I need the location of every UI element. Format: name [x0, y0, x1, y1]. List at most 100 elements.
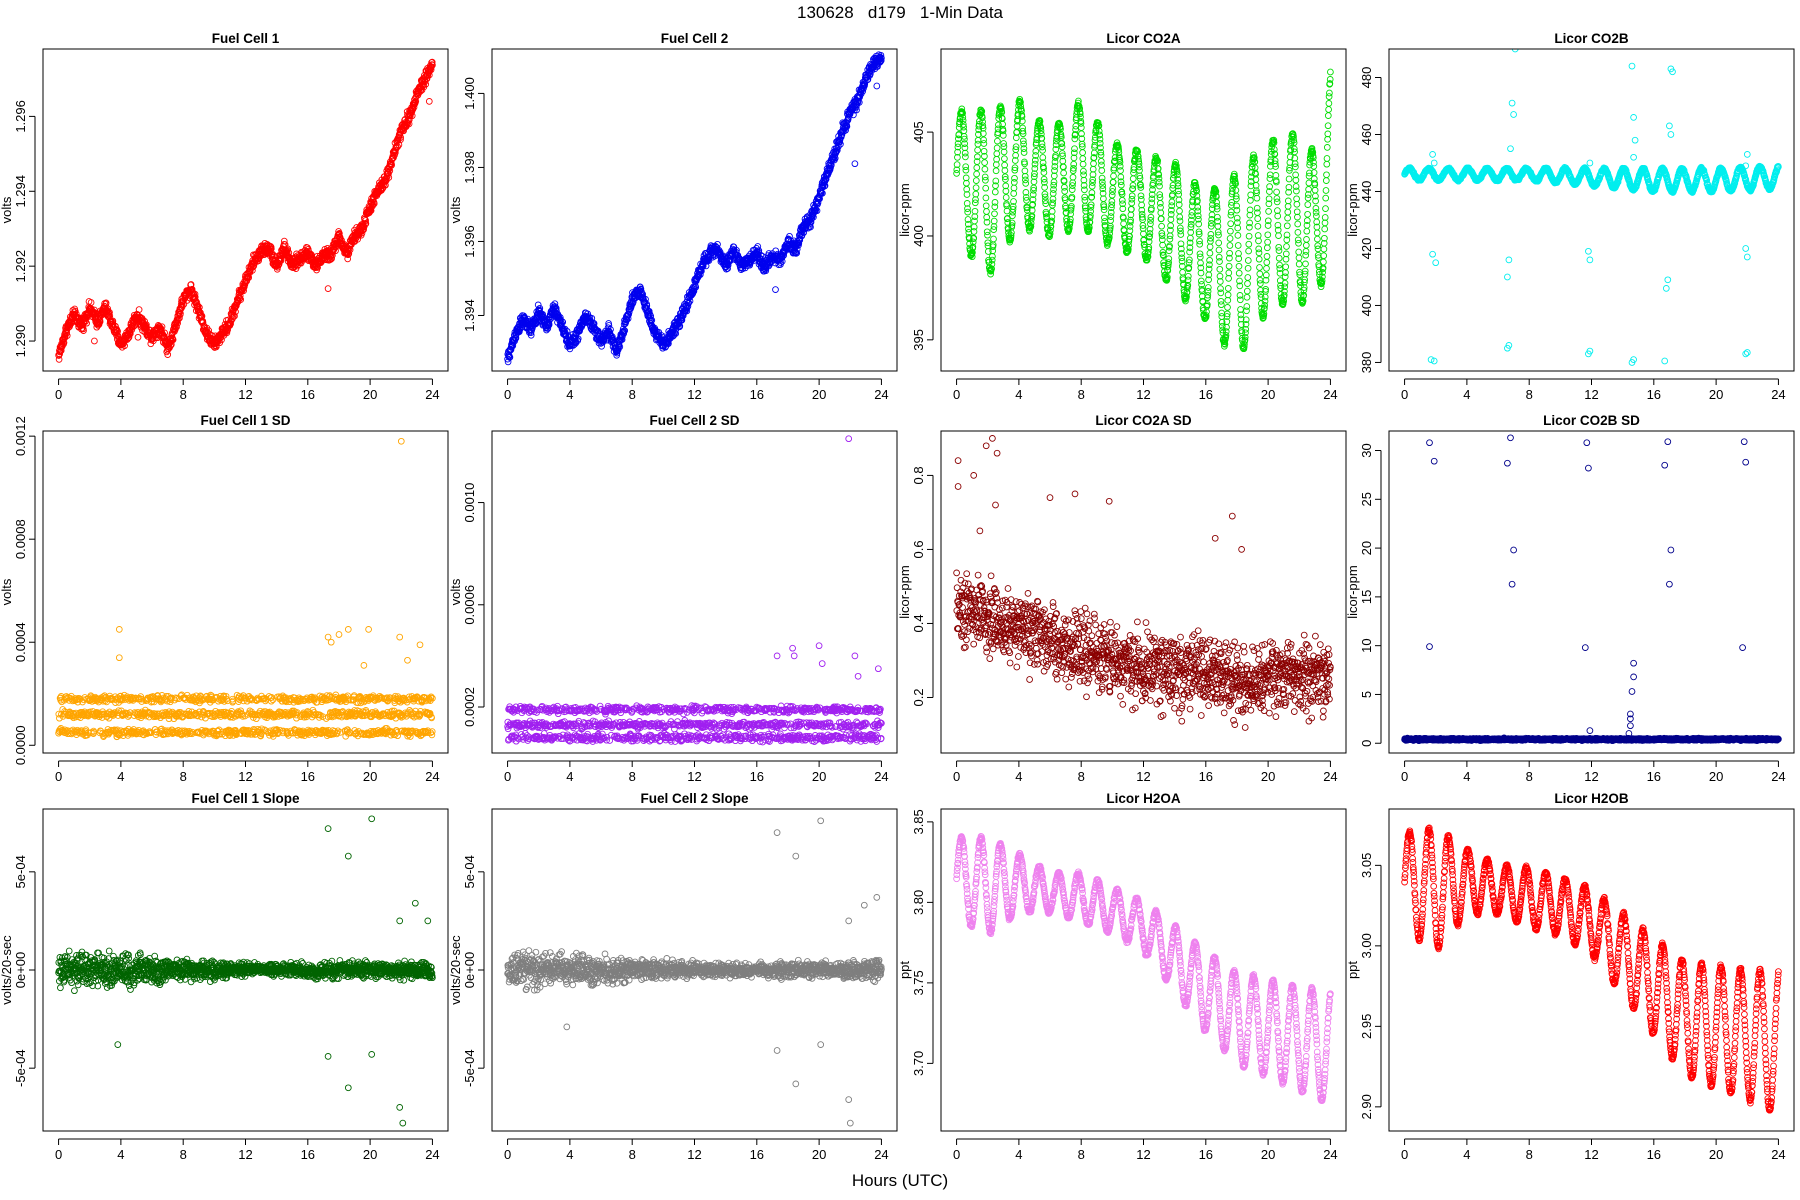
data-point — [979, 122, 987, 130]
data-point — [425, 98, 433, 105]
data-point — [1041, 193, 1049, 201]
data-point — [1080, 176, 1088, 184]
data-point — [1295, 248, 1303, 256]
data-point — [63, 332, 71, 339]
data-point — [1144, 254, 1151, 261]
data-point — [974, 153, 981, 161]
data-point — [1159, 249, 1167, 256]
data-point — [1157, 204, 1164, 211]
data-point — [963, 191, 971, 198]
data-point — [1127, 218, 1134, 226]
data-point — [561, 325, 569, 333]
data-point — [1295, 239, 1302, 247]
data-point — [1173, 168, 1181, 176]
data-point — [1226, 249, 1233, 257]
data-point — [224, 326, 232, 334]
data-point — [1282, 250, 1290, 258]
data-point — [1321, 234, 1328, 242]
data-point — [1009, 205, 1017, 213]
x-tick-label: 24 — [1323, 387, 1337, 402]
data-point — [1011, 174, 1018, 182]
data-point — [954, 154, 961, 161]
data-point — [1246, 223, 1253, 231]
data-point — [1012, 146, 1020, 153]
data-point — [980, 147, 988, 155]
data-point — [1302, 248, 1310, 255]
data-point — [953, 166, 961, 174]
data-point — [1174, 179, 1182, 187]
data-point — [1041, 184, 1048, 191]
data-point — [1242, 329, 1249, 337]
data-point — [1261, 297, 1269, 305]
data-point — [1128, 192, 1136, 200]
data-point — [984, 248, 992, 255]
y-tick-label: 1.398 — [462, 151, 477, 184]
data-point — [551, 303, 559, 310]
data-point — [405, 120, 413, 128]
data-point — [1167, 226, 1174, 234]
data-point — [1177, 240, 1185, 248]
data-point — [1275, 254, 1283, 262]
data-point — [971, 213, 979, 220]
data-point — [1244, 264, 1252, 272]
data-point — [1111, 148, 1119, 156]
data-point — [620, 330, 628, 337]
data-point — [1294, 229, 1302, 236]
data-point — [397, 134, 405, 141]
data-point — [1068, 186, 1076, 193]
plot-frame — [940, 48, 1347, 372]
data-point — [982, 184, 990, 192]
data-point — [1023, 204, 1031, 212]
data-point — [126, 330, 134, 338]
data-point — [1092, 129, 1099, 137]
data-point — [999, 127, 1007, 135]
data-point — [1270, 136, 1278, 144]
data-point — [361, 215, 369, 223]
data-point — [1265, 200, 1273, 208]
data-point — [1197, 259, 1204, 267]
data-point — [362, 220, 370, 227]
data-point — [1040, 164, 1047, 172]
data-point — [1325, 93, 1333, 100]
data-point — [1098, 178, 1106, 186]
data-point — [1167, 216, 1175, 223]
data-point — [1039, 154, 1047, 161]
data-point — [1135, 155, 1142, 163]
data-point — [1202, 312, 1210, 319]
data-point — [167, 342, 174, 350]
data-point — [715, 247, 723, 254]
data-point — [1079, 160, 1087, 168]
data-point — [1272, 163, 1279, 170]
data-point — [284, 245, 292, 253]
data-point — [160, 333, 168, 340]
data-point — [1109, 188, 1116, 195]
data-point — [1196, 240, 1204, 248]
data-point — [237, 296, 245, 303]
data-point — [1314, 242, 1322, 250]
data-point — [141, 317, 148, 325]
data-point — [1256, 270, 1264, 278]
data-point — [1273, 195, 1281, 202]
data-point — [1262, 271, 1270, 279]
data-point — [853, 106, 860, 114]
x-tick-label: 4 — [117, 387, 124, 402]
data-point — [1129, 182, 1137, 189]
data-point — [1018, 117, 1026, 125]
data-point — [1224, 285, 1232, 292]
data-point — [1281, 283, 1289, 291]
data-point — [1010, 190, 1018, 197]
data-point — [1185, 264, 1193, 271]
data-point — [1184, 281, 1192, 289]
data-point — [1049, 199, 1057, 207]
data-point — [1139, 222, 1147, 229]
data-point — [1232, 186, 1240, 194]
data-point — [205, 327, 213, 334]
data-point — [1216, 272, 1224, 280]
data-point — [1215, 239, 1223, 247]
data-point — [1115, 146, 1123, 154]
data-point — [1243, 293, 1251, 301]
data-point — [1319, 273, 1326, 281]
data-point — [1081, 186, 1088, 194]
data-point — [236, 295, 244, 302]
